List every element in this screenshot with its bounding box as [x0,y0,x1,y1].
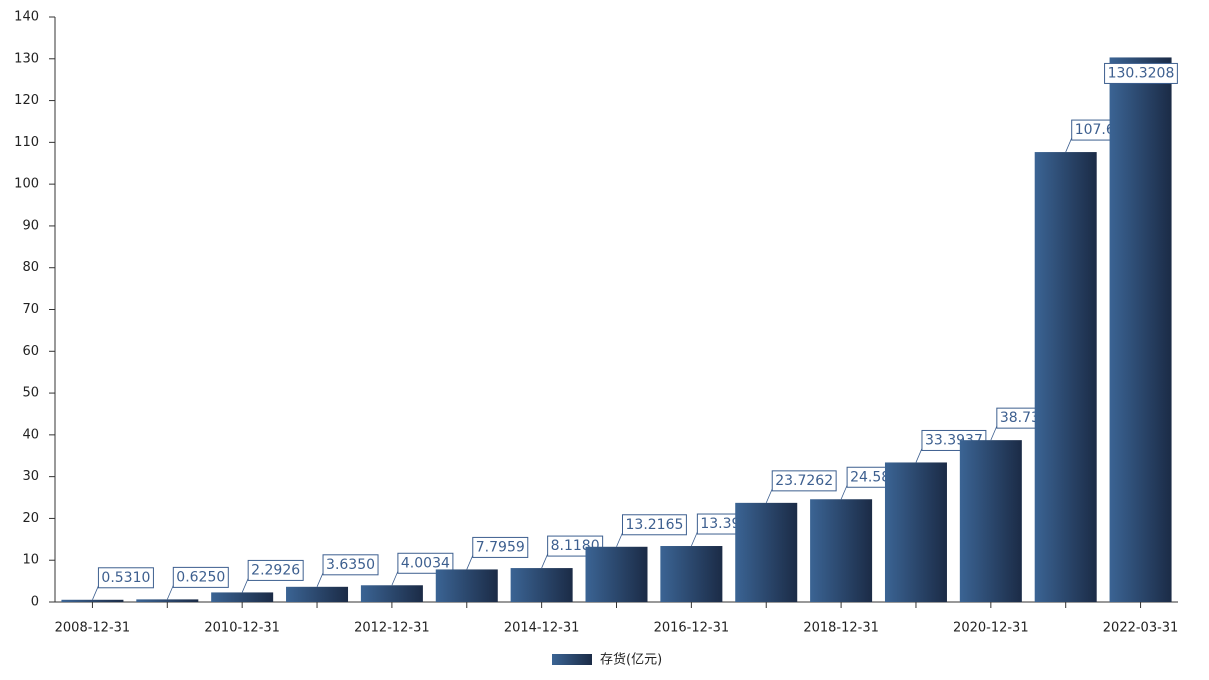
value-label: 130.3208 [1108,65,1175,81]
x-tick-label: 2018-12-31 [803,621,879,636]
bar [660,546,723,602]
y-tick-label: 140 [14,10,39,25]
leader-line [840,485,848,500]
bar [810,499,873,602]
y-tick-label: 80 [22,260,39,275]
x-tick-label: 2010-12-31 [204,621,280,636]
leader-line [915,448,923,463]
bar [136,599,199,602]
value-label: 13.2165 [626,517,684,533]
leader-line [92,585,99,600]
value-label-box [771,470,837,492]
bar [510,568,573,602]
value-label: 23.7262 [775,473,833,489]
value-label-box [172,566,229,588]
y-tick-label: 20 [22,511,39,526]
y-tick-label: 120 [14,93,39,108]
leader-line [765,488,773,504]
bar [735,502,798,602]
value-label-box [322,554,379,576]
y-tick-label: 130 [14,51,39,66]
y-tick-label: 10 [22,553,39,568]
legend-swatch [552,654,592,665]
y-tick-label: 60 [22,344,39,359]
y-tick-label: 50 [22,386,39,401]
x-tick-label: 2016-12-31 [654,621,730,636]
y-tick-label: 90 [22,218,39,233]
leader-line [316,572,324,587]
x-tick-label: 2008-12-31 [55,621,131,636]
leader-line [690,531,698,547]
value-label: 3.6350 [326,557,375,573]
value-label-box [1104,62,1178,84]
leader-line [616,532,623,547]
leader-line [391,571,399,586]
value-label-box [472,536,529,558]
bar [959,440,1022,602]
value-label: 0.5310 [101,570,150,586]
value-label: 2.2926 [251,562,300,578]
leader-line [166,585,174,600]
bar [360,585,423,602]
bar [211,592,274,602]
x-tick-label: 2022-03-31 [1103,621,1179,636]
y-tick-label: 0 [31,595,39,610]
value-label-box [397,552,454,574]
bar [884,462,947,602]
bar [61,599,124,602]
value-label: 4.0034 [401,555,450,571]
y-tick-label: 110 [14,135,39,150]
value-label-box [622,514,687,536]
value-label-box [247,559,304,581]
leader-line [466,555,474,570]
bar [435,569,498,602]
value-label: 7.7959 [476,539,525,555]
x-tick-label: 2012-12-31 [354,621,430,636]
bar [1109,57,1172,602]
bar [585,546,648,602]
value-label: 0.6250 [176,569,225,585]
y-tick-label: 70 [22,302,39,317]
leader-line [990,425,998,441]
y-tick-label: 100 [14,177,39,192]
value-label-box [97,567,154,589]
legend-label: 存货(亿元) [600,652,662,668]
leader-line [541,553,549,569]
leader-line [241,578,249,593]
y-tick-label: 40 [22,427,39,442]
bar [1034,152,1097,603]
x-tick-label: 2020-12-31 [953,621,1029,636]
bar [286,586,349,602]
y-tick-label: 30 [22,469,39,484]
x-tick-label: 2014-12-31 [504,621,580,636]
leader-line [1065,137,1073,153]
